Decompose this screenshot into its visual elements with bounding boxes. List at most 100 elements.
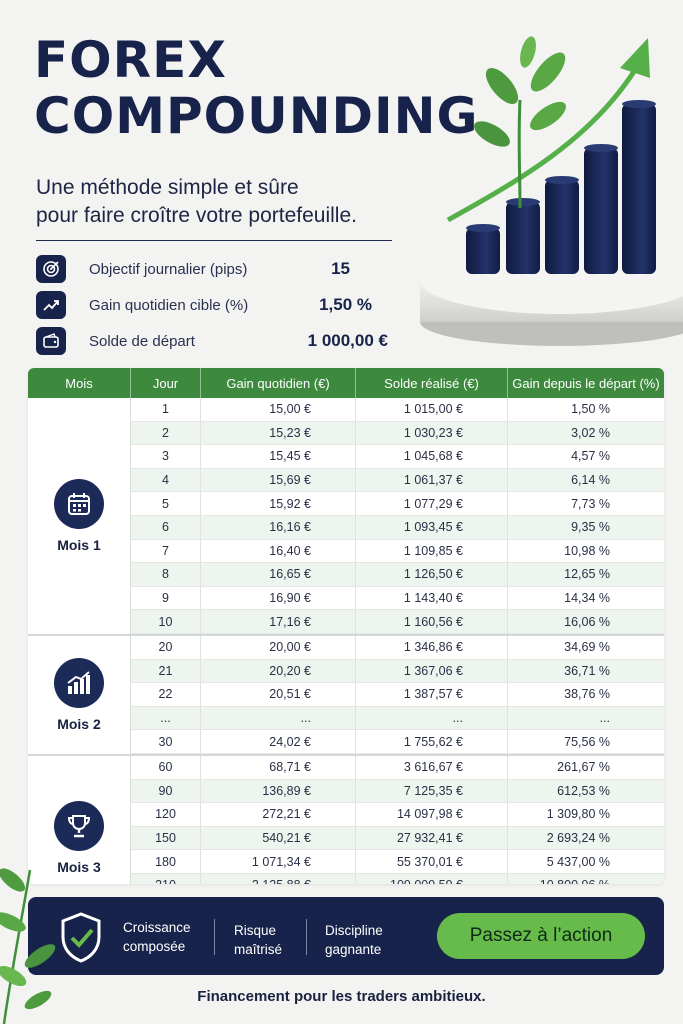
benefit-text: gagnante <box>325 942 382 957</box>
table-row: 6 16,16 €1 093,45 €9,35 % <box>131 515 664 540</box>
month-cell: Mois 3 <box>28 755 131 884</box>
header-total-gain: Gain depuis le départ (%) <box>512 375 660 391</box>
cell-daily-gain: 15,00 € <box>201 398 356 422</box>
cell-daily-gain: 16,90 € <box>201 586 356 611</box>
cell-day: 150 <box>131 826 201 851</box>
title-line-1: FOREX <box>34 31 227 89</box>
page-title: FOREX COMPOUNDING <box>34 32 479 144</box>
cell-daily-gain: 68,71 € <box>201 755 356 780</box>
calendar-icon <box>54 478 104 529</box>
cell-total-gain: 10,98 % <box>508 540 664 564</box>
header-day: Jour <box>131 368 201 398</box>
cell-balance: ... <box>356 706 508 731</box>
table-row: 5 15,92 €1 077,29 €7,73 % <box>131 492 664 516</box>
cell-total-gain: 5 437,00 % <box>508 850 664 874</box>
month-group: Mois 2 20 20,00 €1 346,86 €34,69 % 21 20,20 … <box>28 635 664 756</box>
cell-daily-gain: 272,21 € <box>201 803 356 827</box>
cell-total-gain: 1 309,80 % <box>508 803 664 827</box>
cell-total-gain: 261,67 % <box>508 756 664 780</box>
month-group: Mois 1 1 15,00 €1 015,00 €1,50 % 2 15,23 €1 … <box>28 398 664 636</box>
cell-day: 8 <box>131 563 201 587</box>
trophy-icon <box>54 801 104 852</box>
cell-total-gain: 16,06 % <box>508 610 664 634</box>
cell-day: 180 <box>131 850 201 874</box>
benefit-risk-managed: Risque maîtrisé <box>234 921 282 959</box>
cell-day: 20 <box>131 635 201 660</box>
cell-daily-gain: 20,20 € <box>201 659 356 684</box>
table-row: 30 24,02 €1 755,62 €75,56 % <box>131 730 664 754</box>
benefit-compound-growth: Croissance composée <box>123 918 191 956</box>
cell-day: 1 <box>131 398 201 422</box>
cell-day: 6 <box>131 515 201 540</box>
title-line-2: COMPOUNDING <box>34 87 479 145</box>
cell-balance: 3 616,67 € <box>356 755 508 780</box>
cell-balance: 1 143,40 € <box>356 586 508 611</box>
cell-balance: 1 077,29 € <box>356 492 508 516</box>
cell-total-gain: 12,65 % <box>508 563 664 587</box>
cell-daily-gain: 136,89 € <box>201 779 356 804</box>
shield-check-icon <box>61 912 101 963</box>
cell-day: 2 <box>131 421 201 446</box>
month-label: Mois 2 <box>57 715 101 732</box>
cell-daily-gain: 16,40 € <box>201 539 356 564</box>
kpi-daily-gain: Gain quotidien cible (%) 1,50 % <box>36 290 396 320</box>
cell-total-gain: 14,34 % <box>508 587 664 611</box>
cell-daily-gain: 15,45 € <box>201 445 356 469</box>
table-row: 2 15,23 €1 030,23 €3,02 % <box>131 421 664 446</box>
table-row: 1 15,00 €1 015,00 €1,50 % <box>131 398 664 422</box>
footer-tagline: Financement pour les traders ambitieux. <box>197 988 486 1005</box>
benefit-text: composée <box>123 939 186 954</box>
kpi-value: 1,50 % <box>319 295 372 314</box>
month-label: Mois 3 <box>57 859 101 876</box>
kpi-daily-target: Objectif journalier (pips) 15 <box>36 254 396 284</box>
cell-total-gain: 10 800,96 % <box>508 873 664 884</box>
cell-day: 30 <box>131 730 201 754</box>
cell-balance: 7 125,35 € <box>356 779 508 804</box>
take-action-button[interactable]: Passez à l’action <box>437 913 645 959</box>
cell-day: ... <box>131 706 201 731</box>
cell-total-gain: 3,02 % <box>508 421 664 446</box>
cell-balance: 27 932,41 € <box>356 826 508 851</box>
header-balance: Solde réalisé (€) <box>356 368 508 398</box>
cell-balance: 1 045,68 € <box>356 445 508 469</box>
table-row: 3 15,45 €1 045,68 €4,57 % <box>131 445 664 469</box>
cell-balance: 1 160,56 € <box>356 610 508 634</box>
month-cell: Mois 2 <box>28 635 131 754</box>
compounding-table: Mois Jour Gain quotidien (€) Solde réali… <box>28 368 664 884</box>
cell-balance: 1 346,86 € <box>356 635 508 660</box>
cell-balance: 1 109,85 € <box>356 539 508 564</box>
month-cell: Mois 1 <box>28 398 131 634</box>
table-row: 150 540,21 €27 932,41 €2 693,24 % <box>131 826 664 851</box>
cell-day: 60 <box>131 755 201 780</box>
header-daily-gain: Gain quotidien (€) <box>201 368 356 398</box>
cell-daily-gain: 15,92 € <box>201 492 356 516</box>
table-row: 8 16,65 €1 126,50 €12,65 % <box>131 563 664 587</box>
cell-daily-gain: 15,69 € <box>201 468 356 493</box>
cell-daily-gain: 2 125,88 € <box>201 873 356 884</box>
cell-daily-gain: 1 071,34 € <box>201 850 356 874</box>
kpi-value: 15 <box>331 259 350 278</box>
cell-total-gain: 2 693,24 % <box>508 826 664 851</box>
cell-balance: 1 015,00 € <box>356 398 508 422</box>
cell-total-gain: 6,14 % <box>508 468 664 493</box>
header-month: Mois <box>28 368 131 398</box>
cell-total-gain: 75,56 % <box>508 730 664 754</box>
cell-balance: 109 009,59 € <box>356 873 508 884</box>
table-row: 10 17,16 €1 160,56 €16,06 % <box>131 610 664 634</box>
table-row: 2102 125,88 €109 009,59 €10 800,96 % <box>131 873 664 884</box>
table-row: 120 272,21 €14 097,98 €1 309,80 % <box>131 803 664 827</box>
cell-day: 120 <box>131 803 201 827</box>
growth-illustration <box>420 36 683 346</box>
cell-total-gain: 4,57 % <box>508 445 664 469</box>
benefit-text: Discipline <box>325 923 383 938</box>
cell-balance: 1 367,06 € <box>356 659 508 684</box>
cell-balance: 1 061,37 € <box>356 468 508 493</box>
kpi-label: Objectif journalier (pips) <box>89 260 248 278</box>
trend-up-icon <box>36 291 66 319</box>
banner-separator <box>214 919 215 955</box>
benefit-text: Croissance <box>123 920 191 935</box>
subtitle-line-2: pour faire croître votre portefeuille. <box>36 204 357 227</box>
cell-total-gain: ... <box>508 706 664 731</box>
cell-daily-gain: 15,23 € <box>201 421 356 446</box>
cell-total-gain: 612,53 % <box>508 779 664 804</box>
